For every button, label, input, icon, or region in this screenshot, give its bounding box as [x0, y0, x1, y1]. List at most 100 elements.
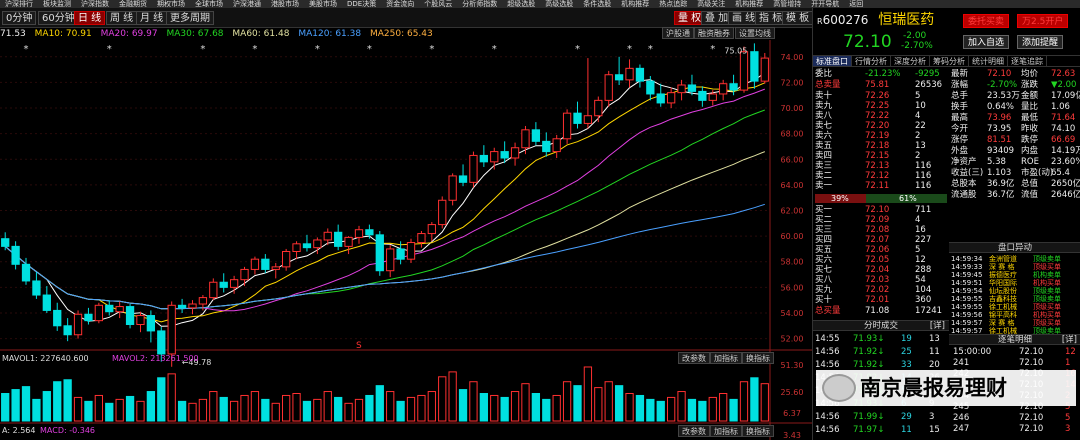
open-account-button[interactable]: 万2.5开户: [1017, 14, 1069, 28]
sell-level-row: 卖二 72.12 116: [815, 171, 947, 181]
entrust-button[interactable]: 委托买卖: [963, 14, 1010, 28]
toolbar-right-3[interactable]: 指 标: [755, 11, 787, 25]
menu-item-8[interactable]: 美股市场: [309, 0, 337, 8]
menu-item-15[interactable]: 条件选股: [583, 0, 612, 8]
stat-label: 最新: [951, 69, 969, 79]
trade-time: 14:56: [815, 360, 840, 370]
vol-switch-button[interactable]: 换指标: [742, 352, 774, 364]
stat-value: 5.38: [987, 157, 1006, 167]
margin-button[interactable]: 融资融券: [694, 27, 734, 39]
menu-item-0[interactable]: 沪深排行: [5, 0, 33, 8]
period-tab-4[interactable]: 月 线: [136, 11, 168, 25]
macd-switch-button[interactable]: 换指标: [742, 425, 774, 437]
candle-body: [458, 175, 468, 183]
ticks-detail-link[interactable]: [详]: [1061, 335, 1077, 345]
volume-bar: [573, 385, 582, 422]
menu-item-19[interactable]: 机构推荐: [735, 0, 764, 8]
add-alert-button[interactable]: 添加提醒: [1017, 35, 1064, 49]
menu-item-17[interactable]: 热点追踪: [659, 0, 688, 8]
alert-row[interactable]: 14:59:55 徐工机械 顶级买单: [951, 303, 1079, 311]
menu-item-11[interactable]: 个股风云: [424, 0, 453, 8]
menu-item-3[interactable]: 金融期货: [119, 0, 147, 8]
alert-row[interactable]: 14:59:57 徐工机械 顶级卖单: [951, 327, 1079, 335]
alert-row[interactable]: 14:59:45 振德医疗 机构卖单: [951, 271, 1079, 279]
candle-body: [63, 325, 72, 336]
quote-tab-4[interactable]: 统计明细: [969, 56, 1008, 66]
buy-level-row-cell-1: 72.05: [865, 255, 890, 265]
menu-item-7[interactable]: 港股市场: [271, 0, 299, 8]
buy-level-row-cell-2: 227: [915, 235, 932, 245]
stat-value: 72.10: [987, 69, 1012, 79]
alert-row[interactable]: 14:59:56 锦平高科 机构买单: [951, 311, 1079, 319]
menu-item-10[interactable]: 资金流向: [386, 0, 415, 8]
period-tab-1[interactable]: 60分钟: [38, 11, 79, 25]
volume-tick-label: 25.60: [781, 388, 804, 397]
stat-row: 收益(三) 1.103 市盈(动) 65.4: [951, 168, 1079, 178]
stat-label: ROE: [1021, 157, 1039, 167]
menu-item-20[interactable]: 高管增持: [773, 0, 802, 8]
period-tab-0[interactable]: 0分钟: [2, 11, 37, 25]
menu-item-5[interactable]: 全球市场: [195, 0, 223, 8]
menu-item-4[interactable]: 期权市场: [157, 0, 185, 8]
menu-item-21[interactable]: 开开导航: [811, 0, 840, 8]
alert-type: 机构买单: [1033, 279, 1061, 287]
period-tab-2[interactable]: 日 线: [74, 11, 106, 25]
volume-bar: [406, 396, 416, 422]
macd-params-button[interactable]: 改参数: [678, 425, 710, 437]
alert-row[interactable]: 14:59:55 吉鑫科技 顶级卖单: [951, 295, 1079, 303]
menu-item-9[interactable]: DDE决策: [347, 0, 377, 8]
candle-body: [719, 83, 728, 95]
quote-tab-3[interactable]: 筹码分析: [930, 56, 969, 66]
trades-detail-link[interactable]: [详]: [929, 321, 945, 331]
volume-bar: [500, 396, 509, 422]
alert-row[interactable]: 14:59:57 深 赛 格 顶级买单: [951, 319, 1079, 327]
sell-level-row-cell-0: 卖二: [815, 171, 833, 181]
menu-item-18[interactable]: 高级关注: [697, 0, 726, 8]
quote-tab-1[interactable]: 行情分析: [852, 56, 891, 66]
menu-item-1[interactable]: 板块监测: [43, 0, 71, 8]
candle-body: [11, 245, 20, 265]
vol-add-indicator-button[interactable]: 加指标: [710, 352, 742, 364]
buy-level-row: 买四 72.07 227: [815, 235, 947, 245]
macd-add-indicator-button[interactable]: 加指标: [710, 425, 742, 437]
quote-tab-5[interactable]: 逐笔追踪: [1008, 56, 1047, 66]
period-tab-5[interactable]: 更多周期: [166, 11, 214, 25]
alert-row[interactable]: 14:59:34 金洲管道 顶级卖单: [951, 255, 1079, 263]
menu-item-14[interactable]: 高级选股: [545, 0, 574, 8]
toolbar-right-4[interactable]: 模 板: [782, 11, 814, 25]
quote-tab-0[interactable]: 标准盘口: [813, 56, 852, 66]
menu-item-2[interactable]: 沪深指数: [81, 0, 109, 8]
menu-item-22[interactable]: 返回: [849, 0, 864, 8]
candle-body: [490, 151, 499, 163]
alert-stock: 仙坛股份: [989, 287, 1017, 295]
menu-item-12[interactable]: 分析师指数: [462, 0, 498, 8]
alert-row[interactable]: 14:59:33 深 赛 格 顶级买单: [951, 263, 1079, 271]
period-tab-3[interactable]: 周 线: [106, 11, 138, 25]
sell-level-row-cell-1: 72.15: [865, 151, 890, 161]
stat-value: 81.51: [987, 135, 1012, 145]
add-watchlist-button[interactable]: 加入自选: [963, 35, 1010, 49]
stat-value: -2.70%: [987, 80, 1018, 90]
volume-bar: [375, 385, 384, 422]
volume-bar: [302, 400, 312, 422]
sell-level-row-cell-2: 2: [915, 151, 921, 161]
kline-chart-area[interactable]: 74.00 72.00 70.00 68.00 66.00 64.00 62.00 60.00…: [0, 27, 812, 440]
quote-tab-2[interactable]: 深度分析: [891, 56, 930, 66]
vol-params-button[interactable]: 改参数: [678, 352, 710, 364]
menu-item-13[interactable]: 超级选股: [507, 0, 536, 8]
alert-row[interactable]: 14:59:54 仙坛股份 顶级卖单: [951, 287, 1079, 295]
volume-bar: [198, 398, 208, 422]
buy-level-row-cell-2: 54: [915, 275, 926, 285]
stat-label: 金额: [1021, 91, 1039, 101]
alert-time: 14:59:55: [951, 295, 983, 303]
menu-item-6[interactable]: 沪深港通: [233, 0, 261, 8]
volume-bar: [271, 402, 280, 422]
menu-item-16[interactable]: 机构推荐: [621, 0, 650, 8]
candle-body: [282, 250, 291, 268]
hk-connect-button[interactable]: 沪股通: [662, 27, 694, 39]
ma-settings-button[interactable]: 设置均线: [735, 27, 775, 39]
macd-tick-label: 3.43: [783, 431, 801, 440]
alert-row[interactable]: 14:59:51 华阳国际 机构买单: [951, 279, 1079, 287]
tick-time: 246: [953, 413, 970, 423]
tick-time: 241: [953, 358, 970, 368]
